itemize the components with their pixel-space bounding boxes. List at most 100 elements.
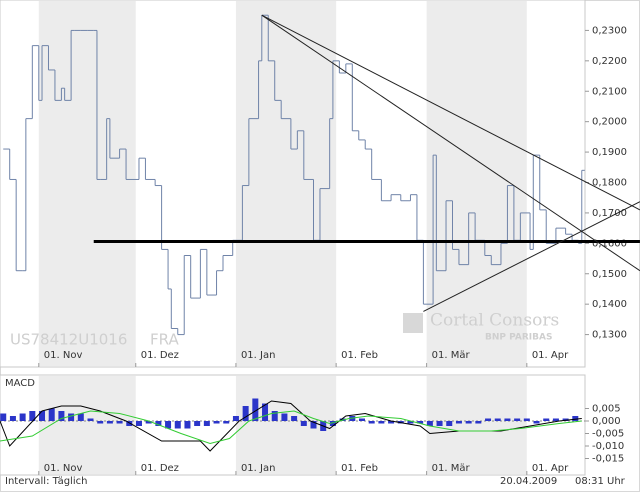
histogram-bar <box>58 411 65 421</box>
histogram-bar <box>514 418 521 421</box>
y-tick-label: 0,1300 <box>592 330 627 341</box>
histogram-bar <box>262 403 269 421</box>
histogram-bar <box>184 421 191 429</box>
y-tick-label: 0,1800 <box>592 178 627 189</box>
histogram-bar <box>9 416 16 421</box>
histogram-bar <box>572 416 579 421</box>
watermark-isin: US78412U1016 <box>10 331 127 349</box>
histogram-bar <box>174 421 181 429</box>
histogram-bar <box>39 411 46 421</box>
histogram-bar <box>504 418 511 421</box>
watermark-exchange: FRA <box>150 331 179 349</box>
y-tick-label: 0,1700 <box>592 208 627 219</box>
histogram-bar <box>213 421 220 424</box>
histogram-bar <box>77 413 84 421</box>
histogram-bar <box>533 421 540 424</box>
x-tick-label: 01. Nov <box>44 463 83 474</box>
histogram-bar <box>68 413 75 421</box>
histogram-bar <box>485 418 492 421</box>
x-tick-label: 01. Apr <box>532 350 569 361</box>
histogram-bar <box>388 421 395 424</box>
watermark-brand: Cortal Consors <box>430 311 559 331</box>
y-tick-label: 0,1600 <box>592 238 627 249</box>
x-tick-label: 01. Dez <box>141 463 179 474</box>
histogram-bar <box>29 411 36 421</box>
histogram-bar <box>291 416 298 421</box>
histogram-bar <box>426 421 433 426</box>
histogram-bar <box>203 421 210 426</box>
histogram-bar <box>436 421 443 426</box>
histogram-bar <box>194 421 201 426</box>
histogram-bar <box>358 418 365 421</box>
x-tick-label: 01. Nov <box>44 350 83 361</box>
histogram-bar <box>97 421 104 424</box>
y-tick-label: -0,005 <box>592 429 624 440</box>
histogram-bar <box>446 421 453 426</box>
histogram-bar <box>252 398 259 421</box>
watermark-logo <box>403 313 423 333</box>
histogram-bar <box>552 418 559 421</box>
time-label: 08:31 Uhr <box>575 476 626 487</box>
x-tick-label: 01. Feb <box>341 350 378 361</box>
x-tick-label: 01. Jan <box>241 463 275 474</box>
panel-title: MACD <box>5 378 35 389</box>
histogram-bar <box>165 421 172 429</box>
month-band <box>235 1 337 366</box>
histogram-bar <box>475 421 482 424</box>
histogram-bar <box>126 421 133 426</box>
histogram-bar <box>523 418 530 421</box>
trend-line <box>261 14 640 272</box>
x-tick-label: 01. Mär <box>432 463 471 474</box>
x-tick-label: 01. Jan <box>241 350 275 361</box>
histogram-bar <box>368 421 375 424</box>
y-tick-label: 0,2000 <box>592 117 627 128</box>
histogram-bar <box>494 418 501 421</box>
y-tick-label: 0,2300 <box>592 25 627 36</box>
histogram-bar <box>242 406 249 421</box>
y-tick-label: 0,2200 <box>592 56 627 67</box>
watermark-sub-brand: BNP PARIBAS <box>485 333 552 343</box>
interval-label: Intervall: Täglich <box>5 476 87 487</box>
trend-line <box>423 201 640 312</box>
x-tick-label: 01. Apr <box>532 463 569 474</box>
histogram-bar <box>417 421 424 424</box>
histogram-bar <box>300 421 307 426</box>
macd-line <box>0 410 582 445</box>
histogram-bar <box>310 421 317 429</box>
histogram-bar <box>0 413 7 421</box>
histogram-bar <box>455 421 462 424</box>
y-tick-label: 0,1900 <box>592 147 627 158</box>
month-band <box>426 376 527 474</box>
y-tick-label: -0,010 <box>592 441 624 452</box>
date-label: 20.04.2009 <box>500 476 557 487</box>
histogram-bar <box>223 421 230 424</box>
histogram-bar <box>232 416 239 421</box>
histogram-bar <box>465 421 472 424</box>
histogram-bar <box>378 421 385 424</box>
histogram-bar <box>145 421 152 424</box>
histogram-bar <box>106 421 113 424</box>
x-tick-label: 01. Mär <box>432 350 471 361</box>
histogram-bar <box>271 411 278 421</box>
histogram-bar <box>407 421 414 424</box>
y-tick-label: 0,005 <box>592 404 621 415</box>
histogram-bar <box>87 418 94 421</box>
x-tick-label: 01. Feb <box>341 463 378 474</box>
histogram-bar <box>329 421 336 426</box>
y-tick-label: 0,1400 <box>592 299 627 310</box>
month-band <box>38 376 136 474</box>
histogram-bar <box>19 413 26 421</box>
y-tick-label: 0,2100 <box>592 86 627 97</box>
histogram-bar <box>48 408 55 421</box>
histogram-bar <box>155 421 162 426</box>
x-tick-label: 01. Dez <box>141 350 179 361</box>
month-band <box>38 1 136 366</box>
y-tick-label: 0,1500 <box>592 269 627 280</box>
trend-line <box>261 14 640 211</box>
histogram-bar <box>281 413 288 421</box>
histogram-bar <box>116 421 123 424</box>
y-tick-label: 0,000 <box>592 416 621 427</box>
histogram-bar <box>543 418 550 421</box>
histogram-bar <box>562 418 569 421</box>
